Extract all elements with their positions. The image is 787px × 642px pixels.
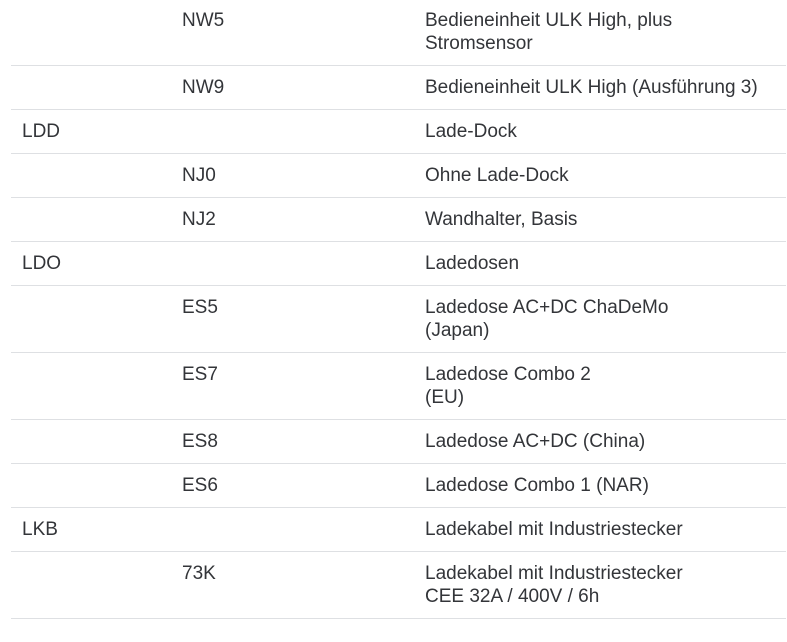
option-code-cell: NJ2 xyxy=(182,209,216,230)
option-code-cell: ES6 xyxy=(182,475,218,496)
description-cell: Ladekabel mit Industriestecker CEE 32A /… xyxy=(425,563,683,607)
description-cell: Lade-Dock xyxy=(425,121,517,142)
description-cell: Ladedose AC+DC ChaDeMo (Japan) xyxy=(425,297,669,341)
table-row: NJ0 Ohne Lade-Dock xyxy=(11,154,786,198)
equipment-codes-table: NW5 Bedieneinheit ULK High, plus Stromse… xyxy=(11,0,786,619)
option-code-cell: NW9 xyxy=(182,77,225,98)
group-code-cell: LKB xyxy=(22,519,58,540)
table-row: NW9 Bedieneinheit ULK High (Ausführung 3… xyxy=(11,66,786,110)
description-cell: Ladedose AC+DC (China) xyxy=(425,431,646,452)
option-code-cell: NJ0 xyxy=(182,165,216,186)
table-row: 73K Ladekabel mit Industriestecker CEE 3… xyxy=(11,552,786,619)
table-row: LKB Ladekabel mit Industriestecker xyxy=(11,508,786,552)
group-code-cell: LDD xyxy=(22,121,61,142)
option-code-cell: ES7 xyxy=(182,364,218,385)
option-code-cell: ES5 xyxy=(182,297,218,318)
description-cell: Bedieneinheit ULK High, plus Stromsensor xyxy=(425,10,673,54)
option-code-cell: 73K xyxy=(182,563,216,584)
table-row: NJ2 Wandhalter, Basis xyxy=(11,198,786,242)
description-cell: Ohne Lade-Dock xyxy=(425,165,569,186)
table-row: NW5 Bedieneinheit ULK High, plus Stromse… xyxy=(11,0,786,66)
description-cell: Bedieneinheit ULK High (Ausführung 3) xyxy=(425,77,758,98)
description-cell: Ladekabel mit Industriestecker xyxy=(425,519,683,540)
table-row: ES5 Ladedose AC+DC ChaDeMo (Japan) xyxy=(11,286,786,353)
table-row: LDD Lade-Dock xyxy=(11,110,786,154)
table-row: LDO Ladedosen xyxy=(11,242,786,286)
description-cell: Ladedosen xyxy=(425,253,520,274)
description-cell: Ladedose Combo 1 (NAR) xyxy=(425,475,649,496)
table-row: ES8 Ladedose AC+DC (China) xyxy=(11,420,786,464)
group-code-cell: LDO xyxy=(22,253,62,274)
table-row: ES6 Ladedose Combo 1 (NAR) xyxy=(11,464,786,508)
option-code-cell: NW5 xyxy=(182,10,225,31)
table-row: ES7 Ladedose Combo 2 (EU) xyxy=(11,353,786,420)
description-cell: Ladedose Combo 2 (EU) xyxy=(425,364,591,408)
description-cell: Wandhalter, Basis xyxy=(425,209,578,230)
option-code-cell: ES8 xyxy=(182,431,218,452)
